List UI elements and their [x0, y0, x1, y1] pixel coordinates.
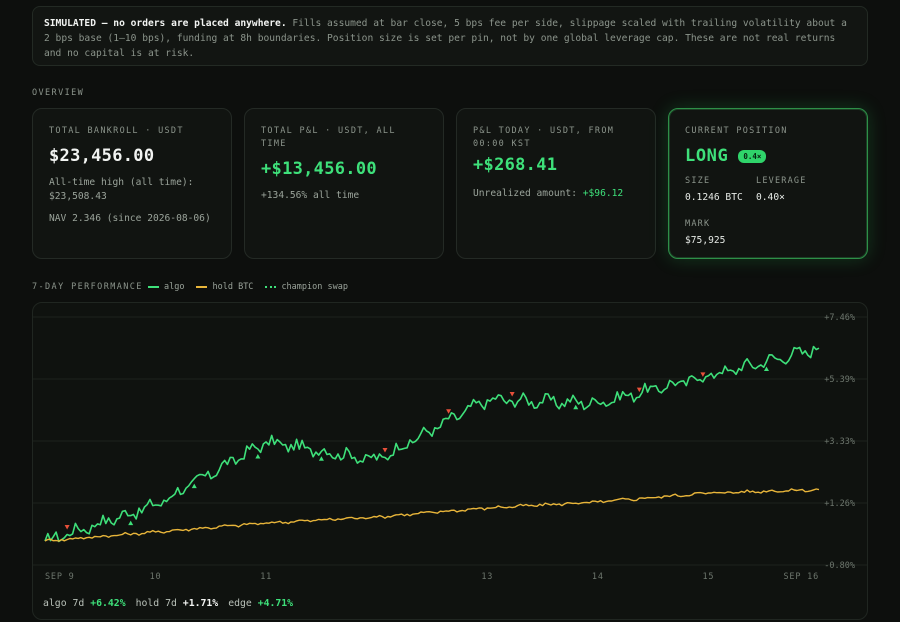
legend-hold[interactable]: hold BTC: [196, 282, 253, 292]
pnl-today-card: P&L TODAY · USDT, FROM 00:00 KST +$268.4…: [456, 108, 656, 259]
legend-algo-label: algo: [164, 282, 185, 292]
y-tick-label: +3.33%: [824, 437, 855, 447]
ath-label: All-time high (all time):: [49, 177, 194, 188]
leverage-value: 0.40×: [756, 192, 785, 203]
buy-marker: [318, 456, 324, 461]
x-tick-label: SEP 16: [783, 572, 819, 582]
pnl-label: TOTAL P&L · USDT, ALL TIME: [261, 126, 396, 149]
y-tick-label: +5.39%: [824, 375, 855, 385]
mark-value: $75,925: [685, 235, 726, 246]
ath-value: $23,508.43: [49, 191, 107, 202]
x-tick-label: 15: [703, 572, 715, 582]
performance-chart[interactable]: +7.46% +5.39% +3.33% +1.26% -0.80% SEP 9 10 11 1…: [33, 303, 867, 619]
disclaimer-headline: SIMULATED — no orders are placed anywher…: [44, 18, 287, 29]
today-value: +$268.41: [473, 155, 558, 175]
sell-marker: [382, 447, 388, 453]
buy-marker: [191, 483, 197, 489]
x-tick-label: 10: [150, 572, 162, 582]
position-side-row: LONG 0.4×: [685, 146, 851, 166]
position-side: LONG: [685, 146, 729, 166]
hold-7d-stat: hold 7d +1.71%: [136, 598, 219, 609]
buy-marker: [128, 520, 134, 526]
overview-heading: OVERVIEW: [32, 88, 85, 98]
unrealized-row: Unrealized amount: +$96.12: [473, 187, 639, 201]
performance-summary: algo 7d +6.42% hold 7d +1.71% edge +4.71…: [43, 598, 303, 609]
chart-legend: algo hold BTC champion swap: [148, 282, 360, 292]
bankroll-nav: NAV 2.346 (since 2026-08-06): [49, 213, 211, 224]
algo-line: [44, 345, 820, 543]
y-tick-label: +7.46%: [824, 313, 855, 323]
pnl-percent: +134.56% all time: [261, 190, 360, 201]
sell-marker: [64, 524, 70, 530]
hold-7d-value: +1.71%: [182, 598, 219, 609]
x-tick-label: 11: [260, 572, 272, 582]
unrealized-value: +$96.12: [582, 188, 624, 199]
legend-swap-swatch: [265, 286, 277, 288]
y-tick-label: -0.80%: [824, 561, 855, 571]
size-value: 0.1246 BTC: [685, 192, 743, 203]
simulation-disclaimer: SIMULATED — no orders are placed anywher…: [32, 6, 868, 66]
position-label: CURRENT POSITION: [685, 126, 788, 136]
legend-algo-swatch: [148, 286, 159, 288]
performance-chart-card: +7.46% +5.39% +3.33% +1.26% -0.80% SEP 9 10 11 1…: [32, 302, 868, 620]
hold-btc-line: [44, 488, 820, 542]
edge-stat: edge +4.71%: [228, 598, 293, 609]
legend-algo[interactable]: algo: [148, 282, 184, 292]
x-tick-label: 14: [592, 572, 604, 582]
algo-7d-value: +6.42%: [90, 598, 126, 609]
current-position-card: CURRENT POSITION LONG 0.4× SIZE 0.1246 B…: [668, 108, 868, 259]
sell-marker: [446, 409, 452, 414]
hold-7d-label: hold 7d: [135, 598, 177, 609]
size-label: SIZE: [685, 176, 711, 186]
total-bankroll-card: TOTAL BANKROLL · USDT $23,456.00 All-tim…: [32, 108, 232, 259]
legend-swap-label: champion swap: [281, 282, 348, 292]
leverage-label: LEVERAGE: [756, 176, 807, 186]
bankroll-ath: All-time high (all time): $23,508.43: [49, 176, 215, 204]
y-tick-label: +1.26%: [824, 499, 855, 509]
x-tick-label: SEP 9: [45, 572, 75, 582]
sell-marker: [636, 387, 642, 393]
legend-hold-label: hold BTC: [212, 282, 254, 292]
mark-label: MARK: [685, 219, 711, 229]
edge-value: +4.71%: [257, 598, 294, 609]
buy-marker: [255, 453, 261, 459]
bankroll-label: TOTAL BANKROLL · USDT: [49, 126, 184, 136]
bankroll-value: $23,456.00: [49, 146, 155, 166]
legend-swap[interactable]: champion swap: [265, 282, 348, 292]
buy-marker: [763, 366, 769, 372]
total-pnl-card: TOTAL P&L · USDT, ALL TIME +$13,456.00 +…: [244, 108, 444, 259]
edge-label: edge: [228, 598, 252, 609]
algo-7d-stat: algo 7d +6.42%: [43, 598, 126, 609]
disclaimer-text: Fills assumed at bar close, 5 bps fee pe…: [44, 18, 847, 59]
position-details: SIZE 0.1246 BTC LEVERAGE 0.40×: [685, 176, 851, 203]
sell-marker: [700, 372, 706, 377]
today-label: P&L TODAY · USDT, FROM 00:00 KST: [473, 126, 615, 149]
buy-marker: [573, 404, 579, 410]
sell-marker: [509, 392, 515, 397]
legend-hold-swatch: [196, 286, 208, 288]
algo-7d-label: algo 7d: [43, 598, 85, 609]
pnl-value: +$13,456.00: [261, 159, 377, 179]
leverage-badge: 0.4×: [738, 149, 767, 163]
unrealized-label: Unrealized amount:: [473, 188, 577, 199]
performance-heading: 7-DAY PERFORMANCE: [32, 282, 143, 292]
x-tick-label: 13: [481, 572, 493, 582]
